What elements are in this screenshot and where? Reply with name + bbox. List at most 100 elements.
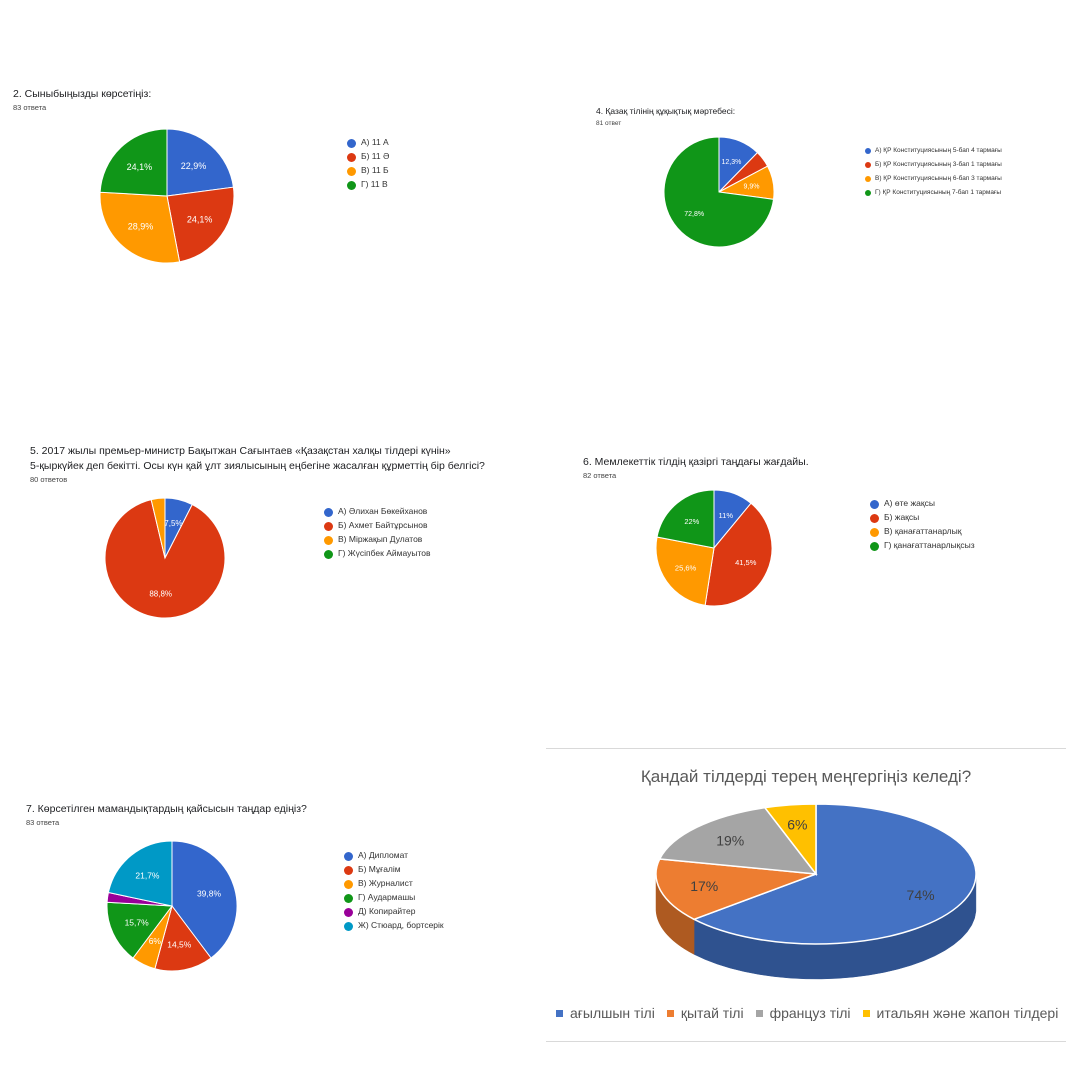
chart-q6-header: 6. Мемлекеттік тілдің қазіргі таңдағы жа… (583, 455, 809, 480)
q7-slice-0 (171, 840, 238, 959)
q6-legend-item-0: А) өте жақсы (870, 498, 975, 512)
q4-slice-3 (663, 136, 775, 248)
q7-legend-label-4: Д) Копирайтер (358, 906, 416, 916)
q6-legend-label-3: Г) қанағаттанарлықсыз (884, 540, 975, 550)
q4-data-label-2: 9,9% (743, 184, 759, 191)
chart-q5-header: 5. 2017 жылы премьер-министр Бақытжан Са… (30, 444, 485, 484)
q8-data-label-1: 17% (690, 878, 718, 894)
q2-slice-3 (99, 128, 168, 197)
q6-data-label-2: 25,6% (675, 564, 697, 573)
chart-q6-legend: А) өте жақсы Б) жақсы В) қанағаттанарлық Г)… (870, 498, 975, 554)
chart-q8-title: Қандай тілдерді терең меңгергіңіз келеді… (640, 767, 972, 786)
q2-data-label-2: 28,9% (128, 221, 154, 231)
q6-data-label-0: 11% (719, 511, 734, 520)
chart-q8-legend: ағылшын тілі қытай тілі француз тілі италья… (556, 1005, 1066, 1021)
q5-legend-item-1: Б) Ахмет Байтұрсынов (324, 520, 431, 534)
q8-legend-label-2: француз тілі (769, 1005, 851, 1021)
q6-data-label-3: 22% (684, 517, 699, 526)
q5-legend-label-1: Б) Ахмет Байтұрсынов (338, 520, 428, 530)
q2-legend-label-3: Г) 11 В (361, 179, 388, 189)
chart-q5-pie: 7,5% 88,8% (104, 497, 226, 619)
q2-data-label-1: 24,1% (187, 215, 213, 225)
q8-slice-3 (763, 803, 817, 877)
chart-q4-count: 81 ответ (596, 120, 622, 127)
legend-square-icon (556, 1009, 563, 1017)
q2-legend-label-1: Б) 11 Ә (361, 151, 390, 161)
q7-legend-item-1: Б) Мұғалім (344, 864, 444, 878)
q8-legend-item-2: француз тілі (755, 1005, 851, 1021)
q8-data-label-3: 6% (787, 816, 807, 832)
chart-q2-header: 2. Сыныбыңызды көрсетіңіз: 83 ответа (13, 87, 151, 112)
chart-q5-title-line2: 5-қыркүйек деп бекітті. Осы күн қай ұлт … (30, 460, 485, 472)
legend-dot-icon (347, 181, 356, 190)
q7-legend-label-3: Г) Аудармашы (358, 892, 416, 902)
chart-q8-frame: Қандай тілдерді терең меңгергіңіз келеді… (546, 748, 1066, 1042)
legend-dot-icon (870, 528, 879, 537)
legend-dot-icon (870, 500, 879, 509)
legend-dot-icon (324, 550, 333, 559)
q8-data-label-2: 19% (716, 832, 744, 848)
chart-q2-title: 2. Сыныбыңызды көрсетіңіз: (13, 88, 152, 100)
chart-q4-legend: А) ҚР Конституциясының 5-бап 4 тармағы Б)… (865, 146, 1005, 202)
q6-legend-item-1: Б) жақсы (870, 512, 975, 526)
legend-dot-icon (344, 894, 353, 903)
q6-legend-item-2: В) қанағаттанарлық (870, 526, 975, 540)
q7-legend-item-2: В) Журналист (344, 878, 444, 892)
q6-data-label-1: 41,5% (735, 558, 757, 567)
q4-legend-label-1: Б) ҚР Конституциясының 3-бап 1 тармағы (875, 161, 1002, 168)
chart-q2-pie: 22,9% 24,1% 28,9% 24,1% (99, 128, 235, 264)
q6-slice-2 (655, 536, 715, 606)
chart-q7-header: 7. Көрсетілген мамандықтардың қайсысын т… (26, 802, 307, 827)
q5-data-label-1: 88,8% (149, 590, 172, 599)
q5-data-label-0: 7,5% (164, 519, 182, 528)
legend-dot-icon (324, 522, 333, 531)
chart-q4-title: 4. Қазақ тілінің құқықтық мәртебесі: (596, 106, 736, 116)
q6-slice-3 (656, 489, 715, 549)
q5-legend-item-2: В) Міржақып Дулатов (324, 534, 431, 548)
q2-legend-item-1: Б) 11 Ә (347, 151, 389, 165)
legend-dot-icon (344, 908, 353, 917)
q4-legend-item-0: А) ҚР Конституциясының 5-бап 4 тармағы (865, 146, 1005, 156)
legend-dot-icon (865, 148, 871, 154)
q7-legend-item-3: Г) Аудармашы (344, 892, 444, 906)
legend-dot-icon (344, 880, 353, 889)
q2-legend-label-0: А) 11 А (361, 137, 389, 147)
q5-slice-1 (104, 499, 226, 619)
q2-data-label-0: 22,9% (181, 161, 207, 171)
q6-legend-label-1: Б) жақсы (884, 512, 920, 522)
legend-square-icon (755, 1009, 763, 1017)
chart-q6-count: 82 ответа (583, 471, 617, 480)
q2-data-label-3: 24,1% (127, 162, 153, 172)
q4-data-label-0: 12,3% (722, 159, 742, 166)
chart-q6-pie: 11% 41,5% 25,6% 22% (655, 489, 773, 607)
q7-legend-label-1: Б) Мұғалім (358, 864, 401, 874)
legend-dot-icon (347, 167, 356, 176)
q2-legend-item-0: А) 11 А (347, 137, 389, 151)
legend-dot-icon (347, 153, 356, 162)
legend-square-icon (666, 1009, 674, 1017)
q8-data-label-0: 74% (907, 887, 935, 903)
q7-slice-3 (106, 901, 173, 959)
q4-legend-item-2: В) ҚР Конституциясының 6-бап 3 тармағы (865, 174, 1005, 184)
q8-legend-item-3: итальян және жапон тілдері (862, 1005, 1058, 1021)
chart-q2-count: 83 ответа (13, 103, 47, 112)
chart-q4-pie: 12,3% 9,9% 72,8% (663, 136, 775, 248)
chart-q8-pie: 74% 17% 19% 6% (655, 803, 977, 980)
q6-slice-1 (704, 502, 773, 607)
q5-slice-2 (150, 497, 166, 559)
q8-legend-item-0: ағылшын тілі (556, 1005, 655, 1021)
q2-slice-2 (99, 191, 181, 264)
legend-dot-icon (347, 139, 356, 148)
q7-data-label-3: 15,7% (125, 917, 150, 927)
chart-q7-pie: 39,8% 14,5% 6% 15,7% 21,7% (106, 840, 238, 972)
chart-q7-legend: А) Дипломат Б) Мұғалім В) Журналист Г) Ауда… (344, 850, 444, 934)
q8-slice-1 (655, 858, 817, 921)
q7-legend-label-2: В) Журналист (358, 878, 413, 888)
legend-dot-icon (870, 514, 879, 523)
q5-legend-label-3: Г) Жүсіпбек Аймауытов (338, 548, 431, 558)
q6-legend-label-0: А) өте жақсы (884, 498, 935, 508)
legend-dot-icon (324, 536, 333, 545)
q6-legend-item-3: Г) қанағаттанарлықсыз (870, 540, 975, 554)
q6-legend-label-2: В) қанағаттанарлық (884, 526, 962, 536)
legend-dot-icon (865, 190, 871, 196)
